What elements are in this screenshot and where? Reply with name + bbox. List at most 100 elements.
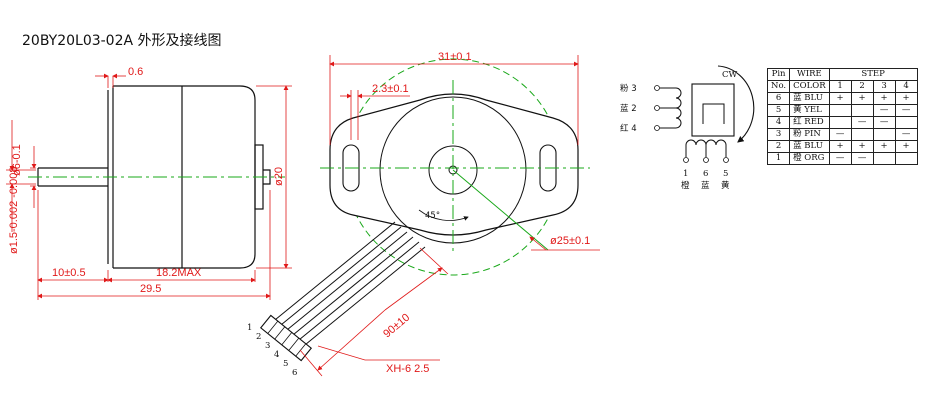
pin-number: 5 [283, 359, 288, 369]
pin-number: 1 [247, 323, 252, 333]
rotation-direction: CW [722, 70, 738, 80]
header-pin: Pin [766, 68, 791, 81]
table-row: 3 粉 PIN — — [766, 128, 918, 141]
cell-step [828, 104, 852, 117]
dim-body-length: 18.2MAX [156, 267, 202, 279]
pin-number-label: 6 [703, 169, 708, 179]
cell-color: 粉 PIN [789, 128, 830, 141]
cell-step: — [872, 104, 896, 117]
dim-hole-offset: 2.3±0.1 [372, 83, 409, 95]
cell-pin: 6 [766, 92, 791, 105]
pin-label: 粉 3 [620, 83, 637, 94]
header-color: COLOR [789, 80, 830, 93]
cell-step: — [850, 152, 874, 165]
cell-color: 蓝 BLU [789, 92, 830, 105]
dim-shaft-length: 10±0.5 [52, 267, 86, 279]
table-header-row: Pin WIRE STEP [766, 68, 918, 81]
cell-step: + [828, 92, 852, 105]
side-dimension-lines [6, 73, 292, 300]
table-row: 1 橙 ORG — — [766, 152, 918, 165]
table-header-row: No. COLOR 1 2 3 4 [766, 80, 918, 93]
pin-label: 红 4 [620, 123, 637, 134]
terminal [654, 85, 660, 91]
dim-flange-thickness: 0.6 [128, 66, 143, 78]
front-dimension-lines [299, 55, 600, 377]
pin-number: 2 [256, 332, 261, 342]
rotation-arrow [717, 65, 755, 143]
cell-step [894, 152, 918, 165]
connector-pin-numbers: 1 2 3 4 5 6 [247, 323, 297, 378]
header-step-number: 2 [850, 80, 874, 93]
cell-step: + [828, 140, 852, 153]
cell-step: — [828, 152, 852, 165]
table-row: 2 蓝 BLU + + + + [766, 140, 918, 153]
front-view: 31±0.1 2.3±0.1 45° ø25±0.1 90±10 XH-6 2.… [247, 51, 600, 378]
pin-number-label: 5 [723, 169, 728, 179]
cell-step: + [872, 140, 896, 153]
side-view: 0.6 ø6-0.1 ø1.5-0.002 -0.008 10±0.5 18.2… [6, 66, 292, 300]
cell-step: — [828, 128, 852, 141]
terminal [683, 157, 689, 163]
cell-pin: 5 [766, 104, 791, 117]
cell-color: 蓝 BLU [789, 140, 830, 153]
cell-step [872, 152, 896, 165]
header-wire: WIRE [789, 68, 830, 81]
terminal [703, 157, 709, 163]
cell-step: — [894, 104, 918, 117]
mounting-flange [329, 93, 579, 236]
cell-color: 黄 YEL [789, 104, 830, 117]
dim-shaft-tip-diameter: ø1.5-0.002 -0.008 [8, 167, 20, 254]
cell-step [894, 116, 918, 129]
cell-step [850, 128, 874, 141]
dim-flange-width: 31±0.1 [438, 51, 472, 63]
terminal [654, 125, 660, 131]
wire-color-label: 黄 [721, 180, 730, 191]
drawing-title: 20BY20L03-02A 外形及接线图 [22, 33, 222, 49]
pin-number: 6 [292, 368, 297, 378]
cell-color: 橙 ORG [789, 152, 830, 165]
cell-step: + [894, 92, 918, 105]
dim-angle: 45° [425, 211, 440, 221]
header-step-number: 4 [894, 80, 918, 93]
dim-bolt-circle: ø25±0.1 [550, 235, 590, 247]
cell-step: + [850, 92, 874, 105]
cell-pin: 3 [766, 128, 791, 141]
dim-body-diameter: ø20 [273, 167, 285, 186]
table-row: 6 蓝 BLU + + + + [766, 92, 918, 105]
bottom-coil [685, 139, 727, 157]
dim-shaft-diameter: ø6-0.1 [11, 144, 23, 176]
cell-step [872, 128, 896, 141]
terminal [654, 105, 660, 111]
angle-arc [418, 209, 469, 221]
header-step-number: 3 [872, 80, 896, 93]
cell-color: 红 RED [789, 116, 830, 129]
lead-wires [269, 221, 426, 350]
table-row: 4 红 RED — — [766, 116, 918, 129]
dim-overall-length: 29.5 [140, 283, 161, 295]
rotor-box [691, 83, 735, 137]
pin-number-label: 1 [683, 169, 688, 179]
cell-step: — [894, 128, 918, 141]
cell-step [850, 104, 874, 117]
cell-pin: 4 [766, 116, 791, 129]
cell-step [828, 116, 852, 129]
cell-step: + [894, 140, 918, 153]
cell-step: + [872, 92, 896, 105]
header-step-number: 1 [828, 80, 852, 93]
cell-step: + [850, 140, 874, 153]
winding-schematic: CW 粉 3 蓝 2 红 4 1 6 5 橙 蓝 黄 [620, 65, 755, 191]
wire-color-label: 蓝 [701, 180, 710, 191]
rotor-symbol [702, 103, 725, 124]
pin-number: 4 [274, 350, 279, 360]
header-no: No. [766, 80, 791, 93]
cell-step: — [872, 116, 896, 129]
cell-pin: 1 [766, 152, 791, 165]
cell-pin: 2 [766, 140, 791, 153]
terminal [723, 157, 729, 163]
pin-number: 3 [265, 341, 270, 351]
header-step: STEP [828, 68, 918, 81]
connector-label: XH-6 2.5 [386, 363, 429, 375]
left-coil [660, 87, 682, 129]
wiring-table: Pin WIRE STEP No. COLOR 1 2 3 4 6 蓝 BLU … [766, 68, 918, 165]
